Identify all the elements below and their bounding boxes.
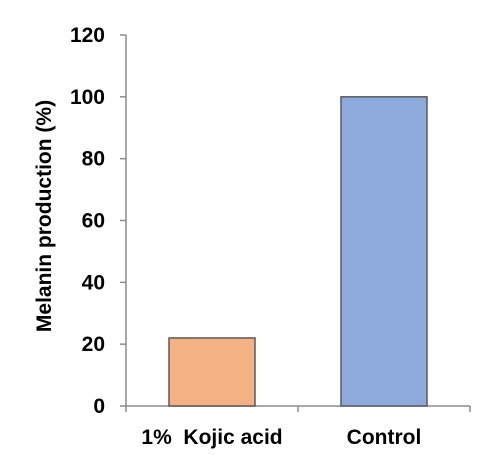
x-category-label: Control [347, 426, 422, 449]
y-tick-label: 0 [93, 395, 105, 418]
x-category-label: 1% Kojic acid [141, 426, 282, 449]
y-tick-label: 40 [82, 271, 105, 294]
bar-1 [168, 337, 256, 407]
labels: 0 20 40 60 80 100 120 1% Kojic acid Control [70, 24, 421, 449]
bars [168, 96, 428, 407]
y-tick-label: 100 [70, 86, 105, 109]
y-axis-title: Melanin production (%) [33, 100, 56, 332]
y-tick-label: 120 [70, 24, 105, 47]
y-tick-label: 60 [82, 210, 105, 233]
bar-2 [340, 96, 428, 407]
y-tick-label: 20 [82, 333, 105, 356]
y-tick-label: 80 [82, 148, 105, 171]
